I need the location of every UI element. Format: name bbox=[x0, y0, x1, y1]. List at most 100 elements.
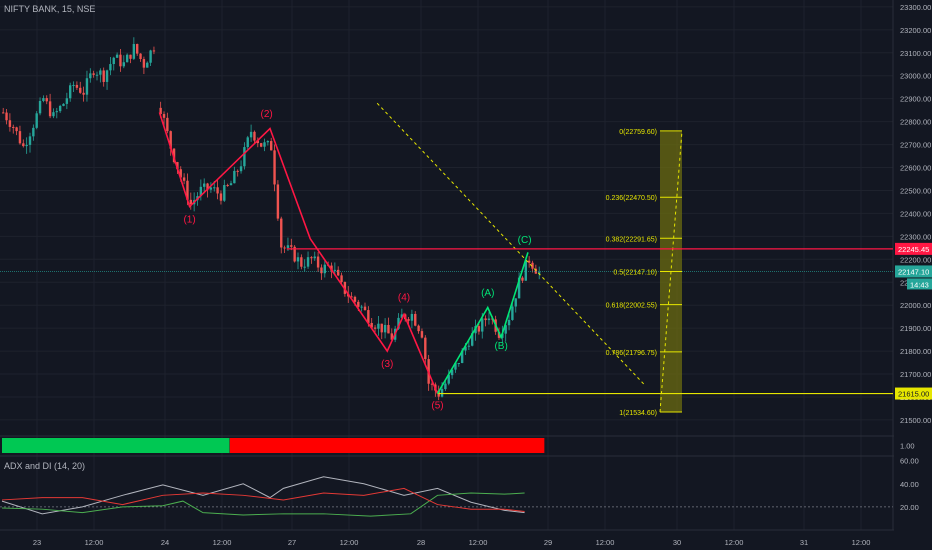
candle-body bbox=[460, 350, 464, 364]
candle-body bbox=[213, 187, 216, 189]
candle-body bbox=[99, 70, 102, 75]
candle-body bbox=[276, 184, 280, 219]
candle-body bbox=[377, 323, 380, 329]
candle-body bbox=[397, 317, 400, 329]
price-tag-label: 21615.00 bbox=[898, 390, 929, 399]
candle-body bbox=[497, 331, 501, 338]
candle-body bbox=[18, 131, 22, 144]
candle-body bbox=[182, 177, 186, 181]
time-tick-label: 28 bbox=[417, 538, 425, 547]
candle-body bbox=[125, 54, 129, 63]
candle-body bbox=[72, 84, 75, 86]
candle-body bbox=[42, 98, 45, 101]
adx-tick-label: 60.00 bbox=[900, 457, 919, 466]
candle-body bbox=[119, 54, 122, 67]
candle-body bbox=[524, 260, 527, 281]
fib-level-label: 0.786(21796.75) bbox=[606, 350, 657, 357]
candle-body bbox=[270, 141, 273, 151]
adx-series-line bbox=[1, 492, 525, 517]
price-tick-label: 22200.00 bbox=[900, 255, 931, 264]
candle-body bbox=[239, 166, 243, 172]
candle-body bbox=[333, 269, 337, 271]
candle-body bbox=[534, 268, 538, 274]
candle-body bbox=[75, 84, 79, 88]
price-axis[interactable]: 21500.0021600.0021700.0021800.0021900.00… bbox=[894, 0, 932, 550]
candle-body bbox=[209, 187, 213, 190]
candle-body bbox=[517, 277, 521, 299]
candle-body bbox=[373, 327, 377, 329]
candle-body bbox=[340, 275, 343, 282]
candle-body bbox=[514, 298, 517, 307]
candle-body bbox=[296, 257, 300, 262]
price-tick-label: 22000.00 bbox=[900, 301, 931, 310]
candle-body bbox=[477, 326, 481, 332]
wave-label: (2) bbox=[261, 109, 273, 120]
trend-line[interactable] bbox=[376, 102, 646, 386]
symbol-title: NIFTY BANK, 15, NSE bbox=[4, 4, 96, 14]
price-tick-label: 23200.00 bbox=[900, 26, 931, 35]
candle-body bbox=[330, 265, 333, 271]
wave-label: (4) bbox=[398, 293, 410, 304]
candle-body bbox=[293, 246, 296, 262]
fibonacci-retracement[interactable]: 0(22759.60) 0.236(22470.50) 0.382(22291.65… bbox=[606, 129, 683, 417]
price-tick-label: 22900.00 bbox=[900, 95, 931, 104]
candle-body bbox=[92, 73, 95, 75]
adx-series-line bbox=[1, 487, 525, 512]
time-tick-label: 12:00 bbox=[469, 538, 488, 547]
candle-body bbox=[89, 73, 92, 79]
adx-tick-label: 20.00 bbox=[900, 503, 919, 512]
wave-label: (A) bbox=[481, 288, 494, 299]
candle-body bbox=[357, 301, 360, 307]
elliott-waves[interactable]: (1) (2) (3) (4) (5) (A) (B) (C) bbox=[158, 109, 532, 411]
price-tick-label: 21700.00 bbox=[900, 370, 931, 379]
candle-body bbox=[380, 323, 383, 333]
candle-body bbox=[464, 346, 467, 351]
candle-body bbox=[313, 256, 316, 259]
time-tick-label: 24 bbox=[161, 538, 169, 547]
candle-body bbox=[5, 112, 8, 121]
candle-body bbox=[253, 131, 256, 141]
candle-body bbox=[52, 112, 55, 117]
candle-body bbox=[219, 193, 223, 201]
candle-body bbox=[176, 162, 179, 170]
candle-body bbox=[32, 127, 35, 137]
candle-body bbox=[300, 257, 303, 267]
time-axis[interactable]: 23 12:00 24 12:00 27 12:00 28 12:00 29 12:00 30 12:… bbox=[33, 538, 871, 547]
candle-body bbox=[22, 143, 25, 147]
candle-body bbox=[447, 375, 450, 384]
indicator-tick-label: 1.00 bbox=[900, 442, 915, 451]
indicator-bar bbox=[2, 438, 230, 453]
wave-label: (5) bbox=[431, 400, 443, 411]
candle-body bbox=[363, 306, 367, 311]
candle-body bbox=[179, 169, 182, 178]
candle-body bbox=[444, 383, 447, 390]
candle-body bbox=[410, 313, 414, 321]
candle-body bbox=[199, 186, 203, 197]
candle-body bbox=[28, 136, 32, 145]
candle-body bbox=[273, 150, 276, 185]
horizontal-levels[interactable] bbox=[286, 248, 893, 395]
candle-body bbox=[286, 245, 290, 248]
candle-body bbox=[387, 324, 390, 334]
candle-body bbox=[521, 277, 524, 281]
price-tick-label: 22400.00 bbox=[900, 209, 931, 218]
candle-body bbox=[407, 319, 410, 321]
candle-body bbox=[370, 322, 373, 328]
candle-body bbox=[367, 310, 370, 323]
candle-body bbox=[172, 148, 176, 163]
candle-body bbox=[527, 260, 531, 263]
candle-body bbox=[263, 142, 266, 147]
candle-body bbox=[457, 363, 460, 365]
candle-body bbox=[414, 313, 417, 326]
candle-body bbox=[417, 325, 420, 332]
candle-body bbox=[283, 247, 286, 249]
candle-body bbox=[383, 324, 387, 333]
candle-body bbox=[8, 120, 12, 127]
candle-body bbox=[136, 44, 139, 54]
time-tick-label: 12:00 bbox=[340, 538, 359, 547]
adx-tick-label: 40.00 bbox=[900, 480, 919, 489]
candle-body bbox=[82, 92, 85, 95]
price-tag bbox=[895, 242, 932, 255]
candle-body bbox=[316, 256, 320, 268]
